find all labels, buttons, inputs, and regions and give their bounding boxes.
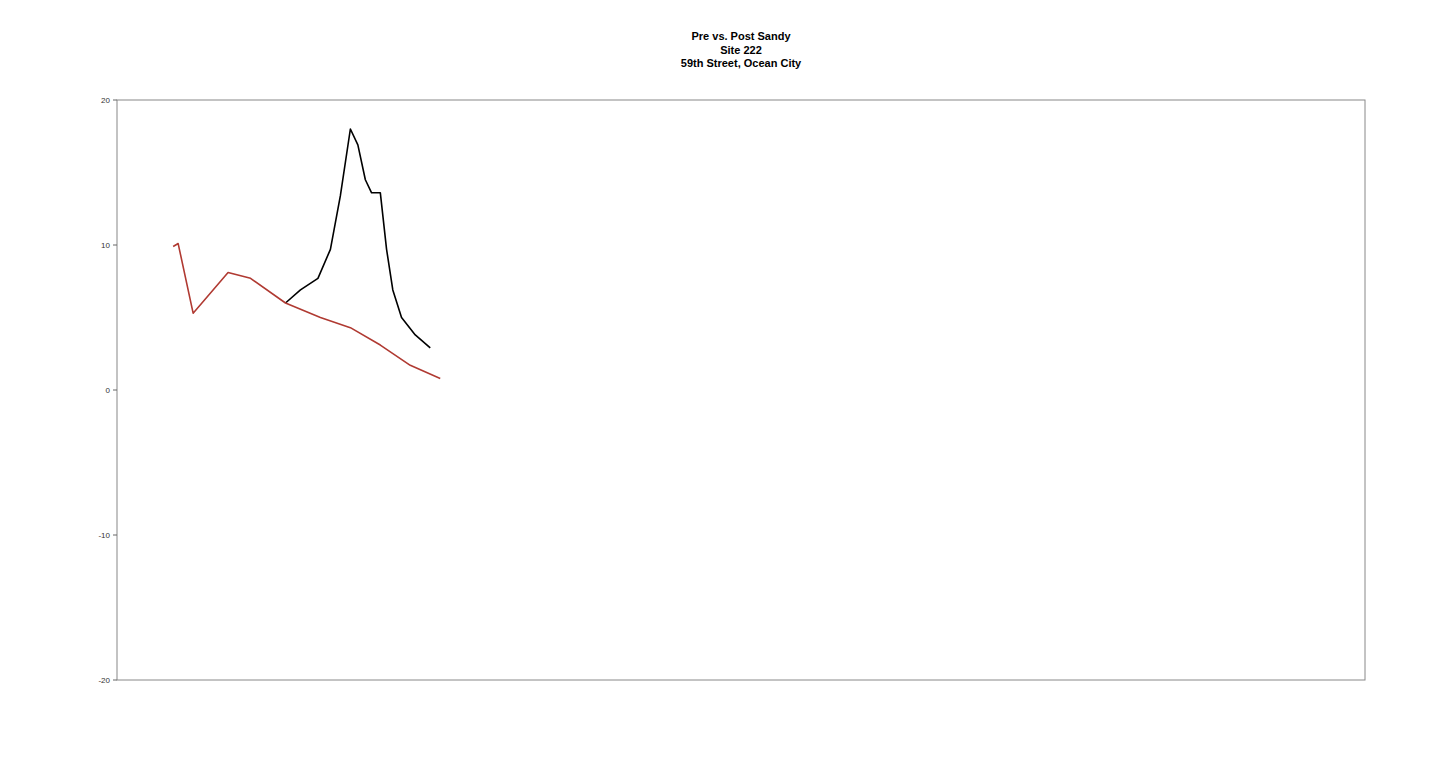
- subtitle: Site 222: [720, 44, 762, 56]
- y-tick: [113, 390, 117, 391]
- y-tick-label: 10: [101, 241, 110, 250]
- y-tick: [113, 100, 117, 101]
- chart: Pre vs. Post Sandy Site 22259th Street, O…: [0, 0, 1453, 777]
- y-tick: [113, 680, 117, 681]
- series-line: [285, 129, 430, 348]
- series-line: [173, 244, 440, 379]
- subtitle: 59th Street, Ocean City: [681, 57, 802, 69]
- title: Pre vs. Post Sandy: [691, 30, 791, 42]
- plot-area: [173, 129, 440, 378]
- y-tick-label: -10: [98, 531, 110, 540]
- y-tick-label: -20: [98, 676, 110, 685]
- y-tick-label: 0: [106, 386, 111, 395]
- y-tick-label: 20: [101, 96, 110, 105]
- y-tick: [113, 535, 117, 536]
- y-tick: [113, 245, 117, 246]
- plot-frame: [117, 100, 1365, 680]
